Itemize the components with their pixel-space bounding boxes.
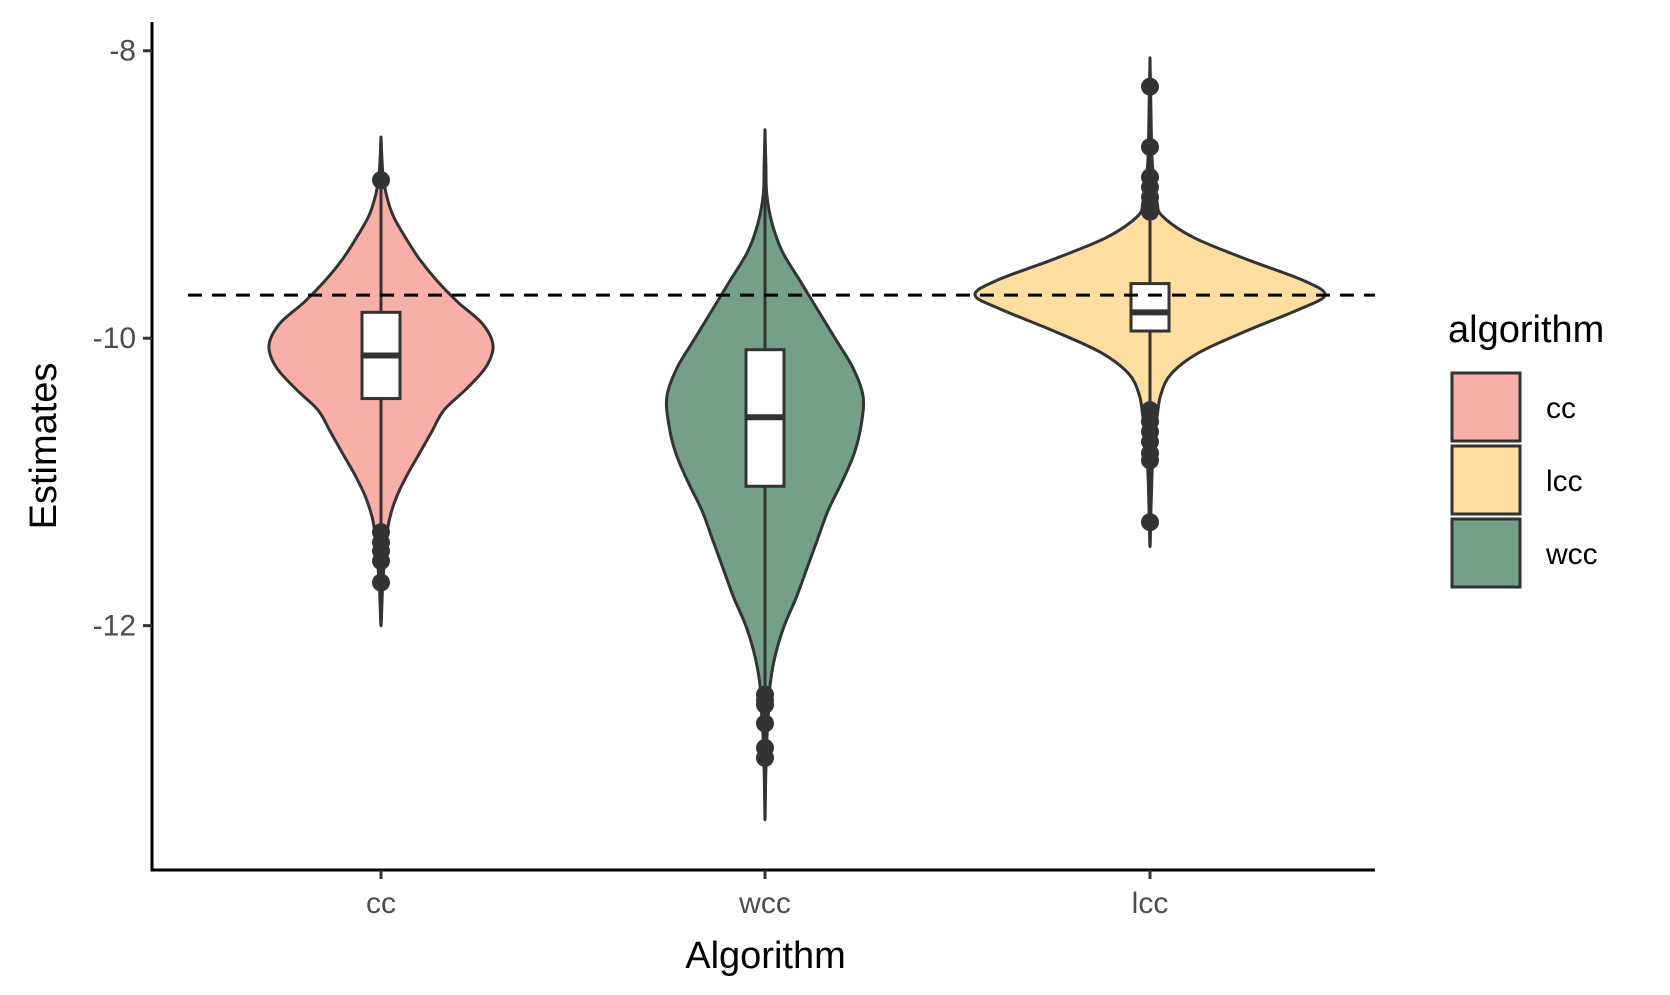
violin-group-cc [267,135,495,628]
legend-swatch-wcc [1450,517,1522,589]
y-tick-label-2: -12 [93,610,136,643]
violin-group-lcc [973,56,1327,549]
legend-label-lcc: lcc [1546,465,1583,498]
violin-group-wcc [664,128,866,822]
axes: -8 -10 -12 cc wcc lcc [93,22,1375,920]
outlier-cc-4 [372,551,390,570]
x-tick-label-lcc: lcc [1132,887,1169,920]
outlier-lcc-12 [1141,451,1159,470]
outlier-wcc-3 [756,714,774,733]
outlier-lcc-6 [1141,202,1159,221]
outlier-wcc-2 [756,695,774,714]
x-tick-label-cc: cc [366,887,396,920]
outlier-lcc-0 [1141,77,1159,96]
outlier-lcc-13 [1141,513,1159,532]
y-tick-label-0: -8 [109,35,136,68]
x-axis-title: Algorithm [685,935,846,977]
outlier-cc-5 [372,573,390,592]
legend-label-wcc: wcc [1545,538,1598,571]
y-tick-label-1: -10 [93,322,136,355]
x-tick-label-wcc: wcc [738,887,791,920]
legend-swatch-lcc [1450,444,1522,516]
outlier-wcc-5 [756,748,774,767]
outlier-lcc-1 [1141,138,1159,157]
legend-title: algorithm [1448,309,1604,351]
box-lcc [1129,282,1171,333]
plot-area [188,56,1375,822]
y-axis-title: Estimates [23,363,65,530]
legend-label-cc: cc [1546,392,1576,425]
outlier-cc-0 [372,171,390,190]
legend-swatch-cc [1450,371,1522,443]
legend: algorithm cc lcc wcc [1448,309,1604,589]
